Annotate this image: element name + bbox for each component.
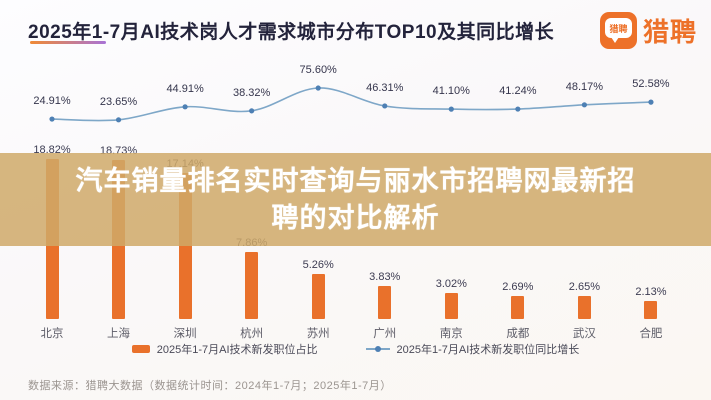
bar-value-label: 2.65% [568,281,600,294]
growth-value-label: 41.24% [499,85,537,98]
overlay-text-line1: 汽车销量排名实时查询与丽水市招聘网最新招 [75,165,636,196]
bar [311,274,325,319]
city-label: 上海 [107,328,131,340]
brand-wordmark: 猎聘 [642,17,697,47]
line-dot [515,106,521,112]
growth-value-label: 41.10% [432,85,470,98]
city-label: 苏州 [306,328,330,340]
overlay-text-line2: 聘的对比解析 [271,202,440,233]
brand-logo: 猎聘 猎聘 [599,12,697,49]
bar [245,252,259,319]
line-dot [49,116,55,122]
line-dot [182,104,188,110]
city-label: 成都 [506,328,530,340]
line-dot [115,117,122,123]
city-label: 北京 [40,328,64,340]
line-marker-icon [365,346,390,352]
line-dot [315,85,321,91]
liepin-logo-icon: 猎聘 [599,12,637,49]
legend-item-line: 2025年1-7月AI技术新发职位同比增长 [365,341,580,357]
page-title: 2025年1-7月AI技术岗人才需求城市分布TOP10及其同比增长 [28,22,555,43]
city-label: 深圳 [173,328,197,340]
legend-item-bar: 2025年1-7月AI技术新发职位占比 [131,341,318,357]
bar [444,293,458,319]
bar-value-label: 5.26% [302,259,334,272]
bar-value-label: 3.02% [435,278,467,291]
city-label: 广州 [373,328,397,340]
growth-line [51,87,651,122]
bar-value-label: 2.13% [635,285,667,298]
growth-value-label: 75.60% [299,64,337,77]
speech-bubble-icon: 猎聘 [604,18,632,43]
growth-value-label: 46.31% [366,81,404,94]
bar-value-label: 3.83% [369,271,401,284]
line-dot [581,102,588,108]
bar-swatch-icon [131,345,150,353]
growth-value-label: 52.58% [632,78,670,91]
chart-legend: 2025年1-7月AI技术新发职位占比 2025年1-7月AI技术新发职位同比增… [0,341,711,357]
line-dot [249,108,255,114]
bar-value-label: 2.69% [502,281,534,294]
bar [511,296,525,319]
growth-value-label: 38.32% [232,86,271,99]
line-dot [382,103,388,109]
overlay-banner: 汽车销量排名实时查询与丽水市招聘网最新招 聘的对比解析 [0,153,711,246]
data-source-note: 数据来源：猎聘大数据（数据统计时间：2024年1-7月；2025年1-7月） [28,380,392,392]
growth-value-label: 48.17% [565,80,604,93]
line-dot [448,106,454,112]
bar [577,296,591,319]
bar [378,286,392,319]
city-label: 杭州 [240,328,264,340]
line-dot [648,99,654,105]
growth-value-label: 24.91% [33,95,71,108]
legend-bar-label: 2025年1-7月AI技术新发职位占比 [156,344,318,356]
growth-value-label: 44.91% [166,82,204,95]
legend-line-label: 2025年1-7月AI技术新发职位同比增长 [396,344,580,356]
bar [644,300,658,319]
city-label: 南京 [439,328,463,340]
city-label: 合肥 [639,328,663,340]
city-label: 武汉 [572,328,596,340]
title-underline [30,41,106,44]
growth-value-label: 23.65% [99,95,138,108]
